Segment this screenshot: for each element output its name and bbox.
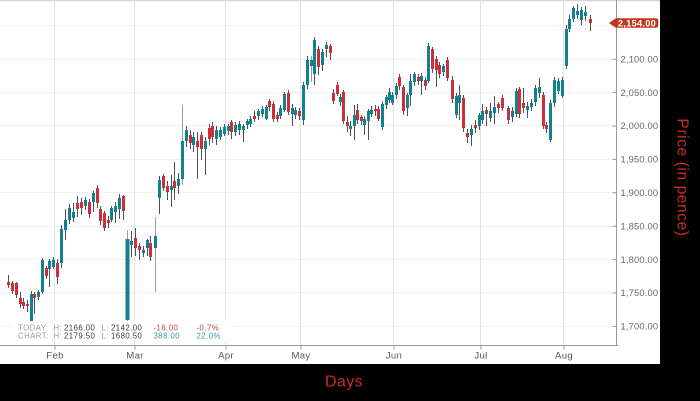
svg-text:2,050.00: 2,050.00 [621, 88, 659, 98]
svg-text:H:: H: [54, 332, 63, 341]
svg-text:1,900.00: 1,900.00 [621, 188, 659, 198]
svg-text:Jul: Jul [474, 351, 487, 362]
svg-text:May: May [291, 351, 310, 362]
svg-text:1,950.00: 1,950.00 [621, 155, 659, 165]
svg-text:1680.50: 1680.50 [111, 332, 143, 341]
svg-text:Aug: Aug [555, 351, 573, 362]
svg-text:2,100.00: 2,100.00 [621, 54, 659, 64]
svg-text:-16.00: -16.00 [154, 324, 179, 333]
svg-text:388.00: 388.00 [154, 332, 181, 341]
svg-text:1,800.00: 1,800.00 [621, 255, 659, 265]
svg-text:2,154.00: 2,154.00 [618, 18, 656, 28]
svg-text:Feb: Feb [46, 351, 63, 362]
svg-text:2142.00: 2142.00 [111, 324, 143, 333]
svg-text:1,700.00: 1,700.00 [621, 322, 659, 332]
svg-text:2179.50: 2179.50 [64, 332, 96, 341]
svg-text:Mar: Mar [126, 351, 144, 362]
svg-text:-0.7%: -0.7% [197, 324, 220, 333]
svg-text:Apr: Apr [218, 351, 234, 362]
svg-text:2,000.00: 2,000.00 [621, 121, 659, 131]
svg-text:1,850.00: 1,850.00 [621, 221, 659, 231]
svg-text:Jun: Jun [386, 351, 402, 362]
svg-text:2166.00: 2166.00 [64, 324, 96, 333]
svg-text:TODAY:: TODAY: [18, 324, 49, 333]
svg-text:Price (in pence): Price (in pence) [674, 118, 691, 236]
svg-text:H:: H: [54, 324, 63, 333]
svg-text:1,750.00: 1,750.00 [621, 288, 659, 298]
svg-text:CHART:: CHART: [18, 332, 49, 341]
svg-text:L:: L: [102, 324, 109, 333]
svg-text:Days: Days [325, 374, 363, 391]
svg-text:22.0%: 22.0% [197, 332, 221, 341]
svg-text:L:: L: [102, 332, 109, 341]
